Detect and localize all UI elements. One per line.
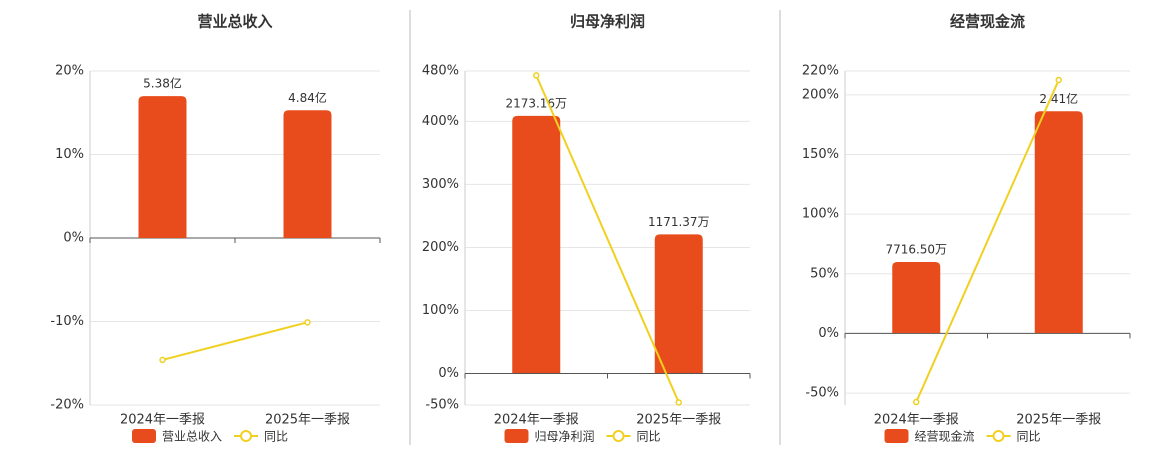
y-tick-label: 50% [810,266,839,281]
x-tick-label: 2024年一季报 [874,413,959,428]
chart-title: 归母净利润 [570,13,645,31]
line-point [304,319,311,326]
line-point [1055,76,1062,84]
data-label: 4.84亿 [288,90,327,105]
legend-label: 同比 [637,430,661,444]
data-label: 2173.16万 [505,96,567,110]
y-tick-label: 0% [818,326,839,341]
line-point [675,399,682,406]
chart-title: 营业总收入 [197,13,272,31]
bar [892,262,941,334]
y-tick-label: -50% [425,398,459,413]
y-tick-label: 480% [422,64,459,79]
bar [1034,111,1083,334]
y-tick-label: 0% [63,231,84,246]
line [915,79,1060,403]
legend-label: 归母净利润 [535,430,595,444]
bar [654,234,703,374]
data-label: 7716.50万 [885,243,947,257]
y-tick-label: 100% [802,207,839,222]
legend-swatch [992,430,1005,442]
x-tick-label: 2025年一季报 [265,413,350,428]
y-tick-label: 200% [422,240,459,255]
y-tick-label: 220% [802,64,839,79]
x-tick-label: 2024年一季报 [494,413,579,428]
y-tick-label: 150% [802,147,839,162]
legend-label: 经营现金流 [915,429,975,444]
y-tick-label: -10% [50,314,84,329]
bar [283,110,332,238]
legend-label: 营业总收入 [162,430,222,444]
line-point [159,356,166,364]
data-label: 2.41亿 [1039,91,1078,106]
y-tick-label: 400% [422,114,459,129]
y-tick-label: -20% [50,398,84,413]
y-tick-label: 20% [55,64,84,79]
x-tick-label: 2025年一季报 [636,413,721,428]
y-tick-label: 0% [438,366,459,381]
data-label: 5.38亿 [143,76,182,91]
bar [512,115,561,374]
x-tick-label: 2024年一季报 [120,413,205,428]
legend-swatch [884,429,909,443]
y-tick-label: 10% [55,147,84,162]
legend-label: 同比 [264,430,288,444]
y-tick-label: 100% [422,303,459,318]
y-tick-label: -50% [805,386,839,401]
chart-title: 经营现金流 [950,13,1025,31]
y-tick-label: 300% [422,177,459,192]
legend-swatch [240,430,253,442]
bar [138,96,187,238]
legend-swatch [504,429,529,443]
legend-swatch [612,430,625,442]
data-label: 1171.37万 [648,215,710,229]
line-point [913,398,920,406]
y-tick-label: 200% [802,87,839,102]
line-point [533,72,540,79]
line [535,75,680,403]
legend-label: 同比 [1017,430,1041,444]
line [162,321,308,361]
legend-swatch [132,429,156,443]
x-tick-label: 2025年一季报 [1016,413,1101,428]
